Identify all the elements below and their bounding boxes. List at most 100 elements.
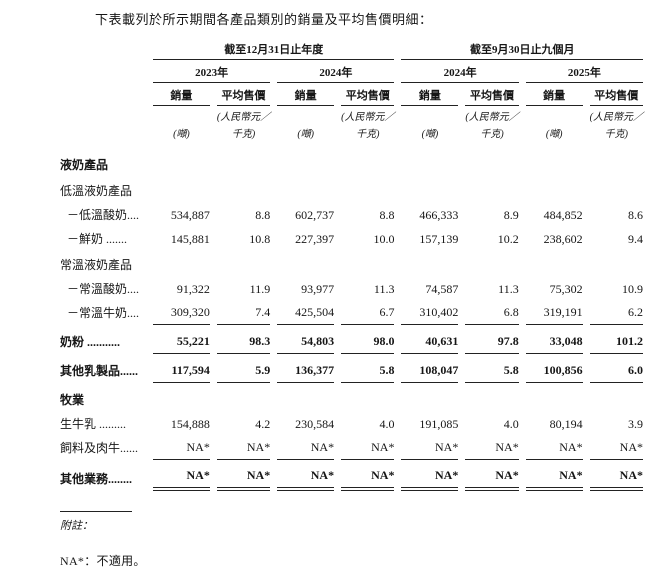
cell-value: 10.0	[373, 232, 395, 246]
cell-value: 93,977	[301, 282, 335, 296]
table-row: －常溫牛奶.... 309,320 7.4 425,504 6.7 310,402 6.8 3…	[60, 301, 643, 325]
cell-value: 97.8	[465, 325, 519, 354]
unit-spacer	[526, 106, 583, 123]
cell-value: 100,856	[525, 354, 583, 383]
cell-value: NA*	[152, 460, 210, 491]
cell-value: 6.8	[465, 301, 519, 325]
row-label: －鮮奶 .......	[67, 232, 128, 246]
table-row: －低溫酸奶.... 534,887 8.8 602,737 8.8 466,333 8.9 4…	[60, 203, 643, 227]
cell-value: NA*	[589, 436, 643, 460]
cell-value: NA*	[525, 460, 583, 491]
footnote-separator	[60, 511, 132, 512]
row-label: －常溫酸奶....	[67, 282, 140, 296]
na-definition: NA*：不適用。	[60, 554, 146, 568]
price-unit-line2: 千克)	[231, 129, 256, 140]
volume-unit: (噸)	[421, 129, 439, 140]
year-header-2024-9m: 2024年	[401, 60, 519, 83]
cell-value: 602,737	[295, 208, 335, 222]
cell-value: NA*	[152, 436, 210, 460]
cell-value: NA*	[341, 460, 395, 491]
period-group-nine-months: 截至9月30日止九個月	[401, 39, 643, 60]
volume-unit: (噸)	[173, 129, 190, 140]
row-label: 其他乳製品......	[60, 364, 139, 378]
cell-value: NA*	[465, 436, 519, 460]
measure-row: 銷量 平均售價 銷量 平均售價 銷量 平均售價 銷量 平均售價	[60, 83, 643, 106]
cell-value: NA*	[401, 436, 459, 460]
cell-value: NA*	[589, 460, 643, 491]
footnote-label: 附註：	[60, 520, 93, 532]
cell-value: 75,302	[549, 282, 583, 296]
cell-value: 319,191	[525, 301, 583, 325]
cell-value: NA*	[341, 436, 395, 460]
cell-value: 6.7	[341, 301, 395, 325]
year-header-2023: 2023年	[152, 60, 271, 83]
table-row: 常溫液奶產品	[60, 251, 643, 277]
cell-value: NA*	[525, 436, 583, 460]
cell-value: 108,047	[401, 354, 459, 383]
cell-value: 5.8	[341, 354, 395, 383]
cell-value: 145,881	[170, 232, 210, 246]
cell-value: 136,377	[277, 354, 335, 383]
cell-value: 9.4	[628, 232, 643, 246]
row-label: 牧業	[60, 393, 85, 407]
cell-value: 484,852	[543, 208, 583, 222]
row-label: －常溫牛奶....	[67, 306, 140, 320]
cell-value: 534,887	[170, 208, 210, 222]
price-unit-line2: 千克)	[480, 129, 504, 140]
label-column-spacer	[60, 106, 146, 123]
table-row: 液奶產品	[60, 142, 643, 177]
cell-value: 8.8	[379, 208, 395, 222]
row-label: 生牛乳 .........	[60, 417, 127, 431]
cell-value: 3.9	[628, 417, 643, 431]
cell-value: 101.2	[589, 325, 643, 354]
cell-value: 5.9	[216, 354, 271, 383]
price-header: 平均售價	[465, 83, 519, 106]
volume-unit: (噸)	[297, 129, 314, 140]
price-header: 平均售價	[216, 83, 271, 106]
year-header-2024: 2024年	[277, 60, 395, 83]
cell-value: 55,221	[152, 325, 210, 354]
price-unit-line1: (人民幣元／	[341, 112, 395, 123]
price-header: 平均售價	[589, 83, 643, 106]
price-header: 平均售價	[341, 83, 395, 106]
table-row: 牧業	[60, 383, 643, 412]
cell-value: 4.2	[255, 417, 271, 431]
cell-value: 33,048	[525, 325, 583, 354]
row-label: －低溫酸奶....	[67, 208, 140, 222]
cell-value: 5.8	[465, 354, 519, 383]
cell-value: 10.9	[622, 282, 643, 296]
table-body: 液奶產品低溫液奶產品 －低溫酸奶.... 534,887 8.8 602,737 8.8 4…	[60, 142, 643, 491]
cell-value: 4.0	[379, 417, 395, 431]
volume-header: 銷量	[152, 83, 210, 106]
unit-spacer	[277, 106, 334, 123]
cell-value: 6.2	[589, 301, 643, 325]
cell-value: 74,587	[425, 282, 459, 296]
cell-value: 54,803	[277, 325, 335, 354]
cell-value: 425,504	[277, 301, 335, 325]
cell-value: 8.8	[255, 208, 271, 222]
label-column-spacer	[60, 83, 146, 106]
row-label: 其他業務........	[60, 472, 133, 486]
cell-value: NA*	[277, 460, 335, 491]
table-row: －常溫酸奶.... 91,322 11.9 93,977 11.3 74,587 11.3 7…	[60, 277, 643, 301]
price-unit-line2: 千克)	[356, 129, 380, 140]
cell-value: 238,602	[543, 232, 583, 246]
row-label: 液奶產品	[60, 158, 109, 172]
year-header-2025-9m: 2025年	[525, 60, 643, 83]
table-row: 其他業務........ NA* NA* NA* NA* NA* NA* NA* NA*	[60, 460, 643, 491]
price-unit-line1: (人民幣元／	[216, 112, 271, 123]
cell-value: NA*	[465, 460, 519, 491]
cell-value: 309,320	[152, 301, 210, 325]
cell-value: 117,594	[152, 354, 210, 383]
label-column-spacer	[60, 39, 146, 60]
cell-value: 91,322	[176, 282, 210, 296]
table-row: －鮮奶 ....... 145,881 10.8 227,397 10.0 157,139…	[60, 227, 643, 251]
table-row: 飼料及肉牛...... NA* NA* NA* NA* NA* NA* NA* NA*	[60, 436, 643, 460]
table-row: 低溫液奶產品	[60, 177, 643, 203]
table-row: 生牛乳 ......... 154,888 4.2 230,584 4.0 191,085…	[60, 412, 643, 436]
volume-unit: (噸)	[545, 129, 563, 140]
cell-value: 466,333	[419, 208, 459, 222]
cell-value: NA*	[216, 436, 271, 460]
cell-value: 4.0	[503, 417, 519, 431]
price-unit-line1: (人民幣元／	[465, 112, 519, 123]
